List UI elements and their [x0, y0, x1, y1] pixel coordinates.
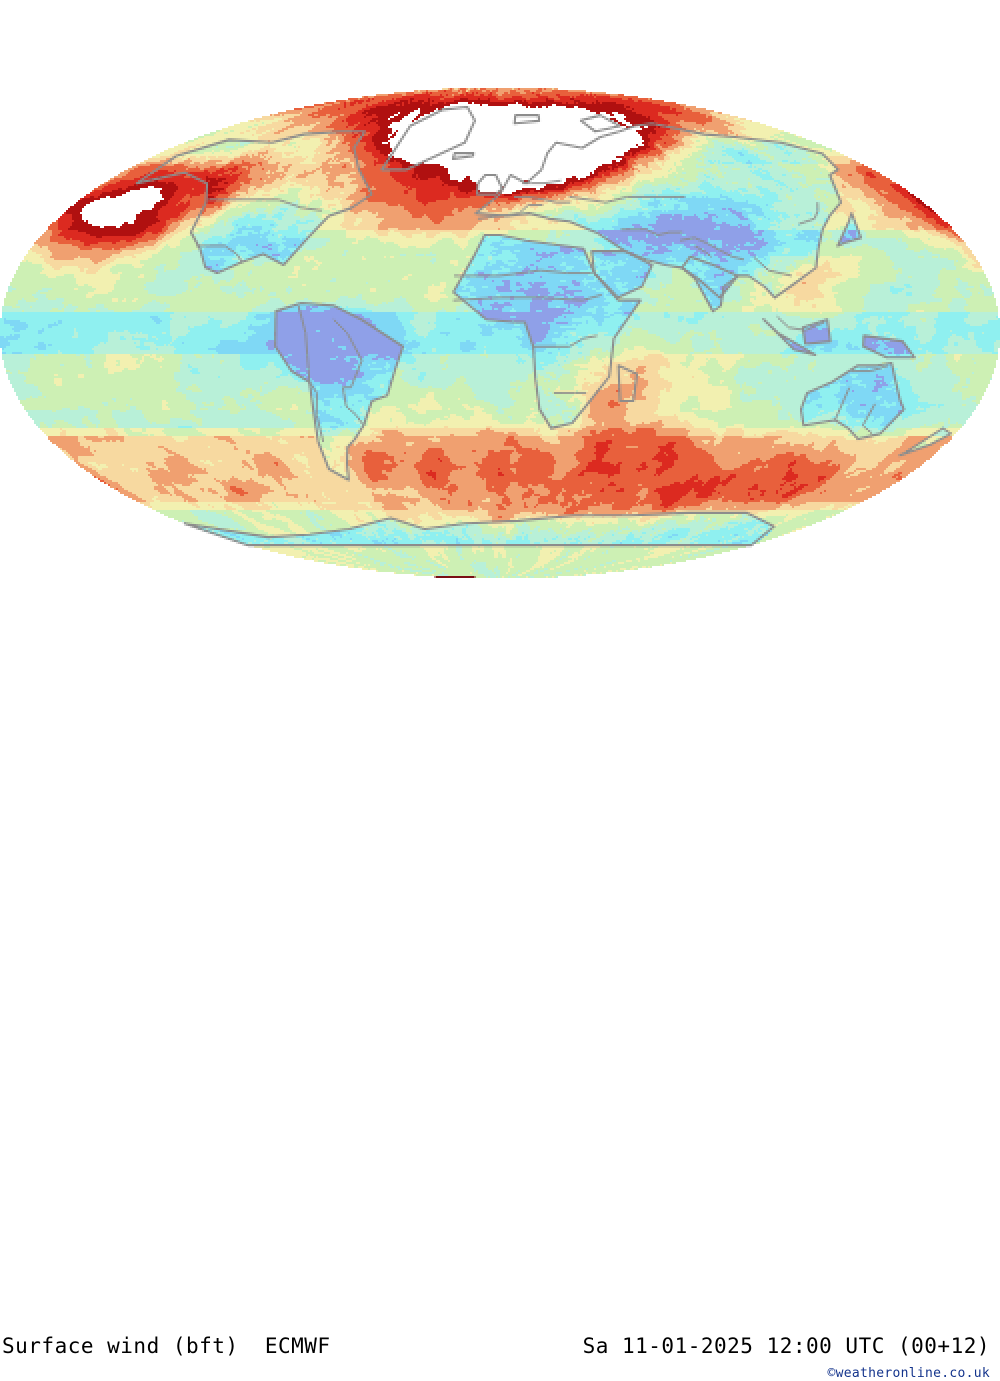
- valid-time-label: Sa 11-01-2025 12:00 UTC (00+12): [582, 1334, 990, 1358]
- caption-bar: Surface wind (bft) ECMWF Sa 11-01-2025 1…: [0, 660, 1000, 1381]
- copyright-label: ©weatheronline.co.uk: [827, 1366, 990, 1381]
- weather-map-container[interactable]: [0, 0, 1000, 660]
- map-projection-area[interactable]: [0, 88, 1000, 578]
- page-title: Surface wind (bft) ECMWF: [2, 1334, 331, 1358]
- surface-wind-heatmap-canvas[interactable]: [0, 88, 1000, 578]
